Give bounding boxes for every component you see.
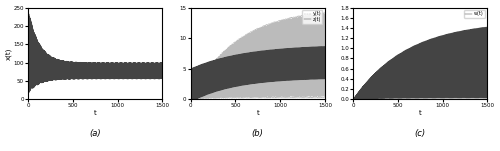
z(t) — [252, 76, 258, 78]
Text: (a): (a) — [90, 129, 101, 138]
X-axis label: t: t — [256, 110, 259, 116]
z(t) — [316, 49, 322, 51]
X-axis label: t: t — [94, 110, 96, 116]
z(t) — [322, 45, 328, 47]
Text: (c): (c) — [414, 129, 426, 138]
X-axis label: t: t — [419, 110, 422, 116]
z(t) — [241, 81, 247, 83]
z(t) — [188, 98, 194, 100]
y(t) — [316, 55, 322, 56]
z(t) — [269, 81, 275, 83]
y(t) — [232, 92, 238, 94]
y(t) — [269, 37, 275, 39]
Y-axis label: x(t): x(t) — [6, 47, 12, 60]
Line: w(t): w(t) — [353, 27, 488, 99]
z(t) — [322, 78, 328, 80]
w(t) — [432, 92, 438, 93]
z(t) — [214, 69, 220, 71]
w(t) — [394, 63, 400, 65]
w(t) — [404, 81, 409, 82]
w(t) — [414, 70, 420, 72]
w(t) — [478, 51, 484, 53]
Legend: w(t): w(t) — [464, 10, 485, 18]
Legend: y(t), z(t): y(t), z(t) — [302, 10, 322, 24]
z(t) — [232, 70, 238, 72]
Line: y(t): y(t) — [190, 12, 325, 99]
y(t) — [241, 66, 247, 68]
y(t) — [188, 86, 194, 88]
w(t) — [350, 98, 356, 100]
y(t) — [188, 98, 194, 100]
w(t) — [377, 87, 383, 89]
y(t) — [252, 73, 258, 75]
Line: z(t): z(t) — [190, 46, 325, 99]
w(t) — [484, 90, 490, 92]
y(t) — [214, 65, 220, 67]
y(t) — [322, 11, 328, 13]
w(t) — [484, 26, 490, 28]
Text: (b): (b) — [252, 129, 264, 138]
